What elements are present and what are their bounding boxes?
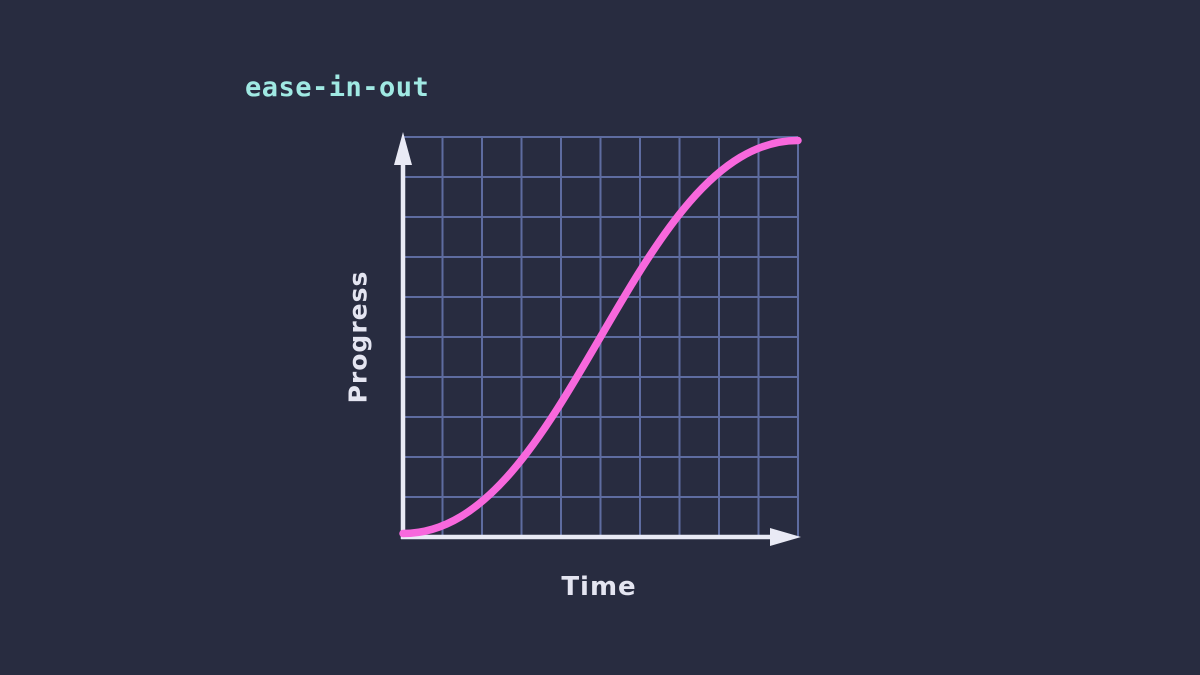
y-axis: [394, 132, 412, 539]
x-axis-arrow-icon: [770, 528, 801, 546]
x-axis: [401, 528, 801, 546]
easing-title: ease-in-out: [245, 72, 430, 103]
x-axis-label: Time: [561, 572, 637, 602]
easing-curve: [399, 136, 802, 538]
y-axis-label: Progress: [343, 270, 373, 404]
y-axis-arrow-icon: [394, 132, 412, 165]
